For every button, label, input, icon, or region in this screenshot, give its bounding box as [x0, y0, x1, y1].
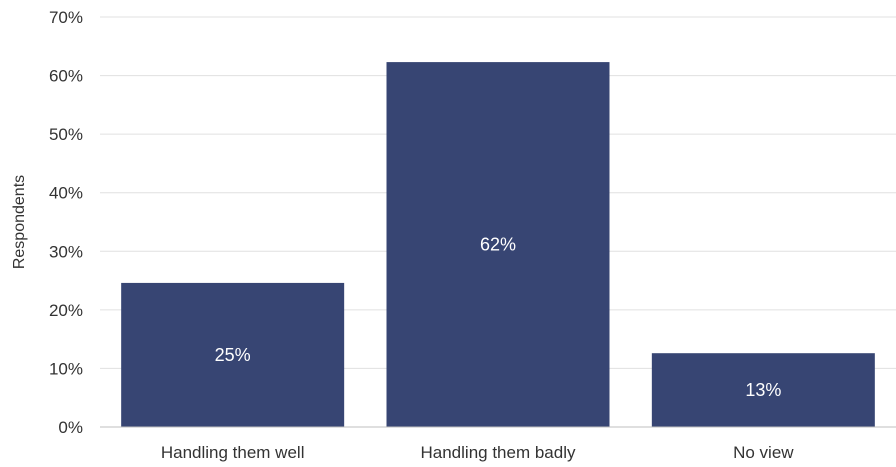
bar-value-label: 62% — [480, 235, 516, 255]
bar — [651, 353, 875, 427]
x-category-label: Handling them well — [161, 443, 305, 462]
y-tick-label: 0% — [58, 418, 83, 437]
x-category-label: Handling them badly — [421, 443, 576, 462]
x-axis-category-labels: Handling them well Handling them badly No … — [161, 443, 794, 462]
y-tick-label: 60% — [49, 67, 83, 86]
y-tick-label: 40% — [49, 184, 83, 203]
y-axis-tick-labels: 0% 10% 20% 30% 40% 50% 60% 70% — [49, 8, 83, 437]
bar — [386, 62, 610, 427]
bars: 25% 62% 13% — [121, 62, 875, 427]
y-tick-label: 30% — [49, 242, 83, 261]
y-tick-label: 20% — [49, 301, 83, 320]
bar — [121, 282, 345, 427]
x-category-label: No view — [733, 443, 794, 462]
y-axis-title: Respondents — [11, 175, 28, 269]
bar-value-label: 13% — [745, 380, 781, 400]
y-tick-label: 10% — [49, 359, 83, 378]
bar-value-label: 25% — [215, 345, 251, 365]
y-tick-label: 70% — [49, 8, 83, 27]
y-tick-label: 50% — [49, 125, 83, 144]
